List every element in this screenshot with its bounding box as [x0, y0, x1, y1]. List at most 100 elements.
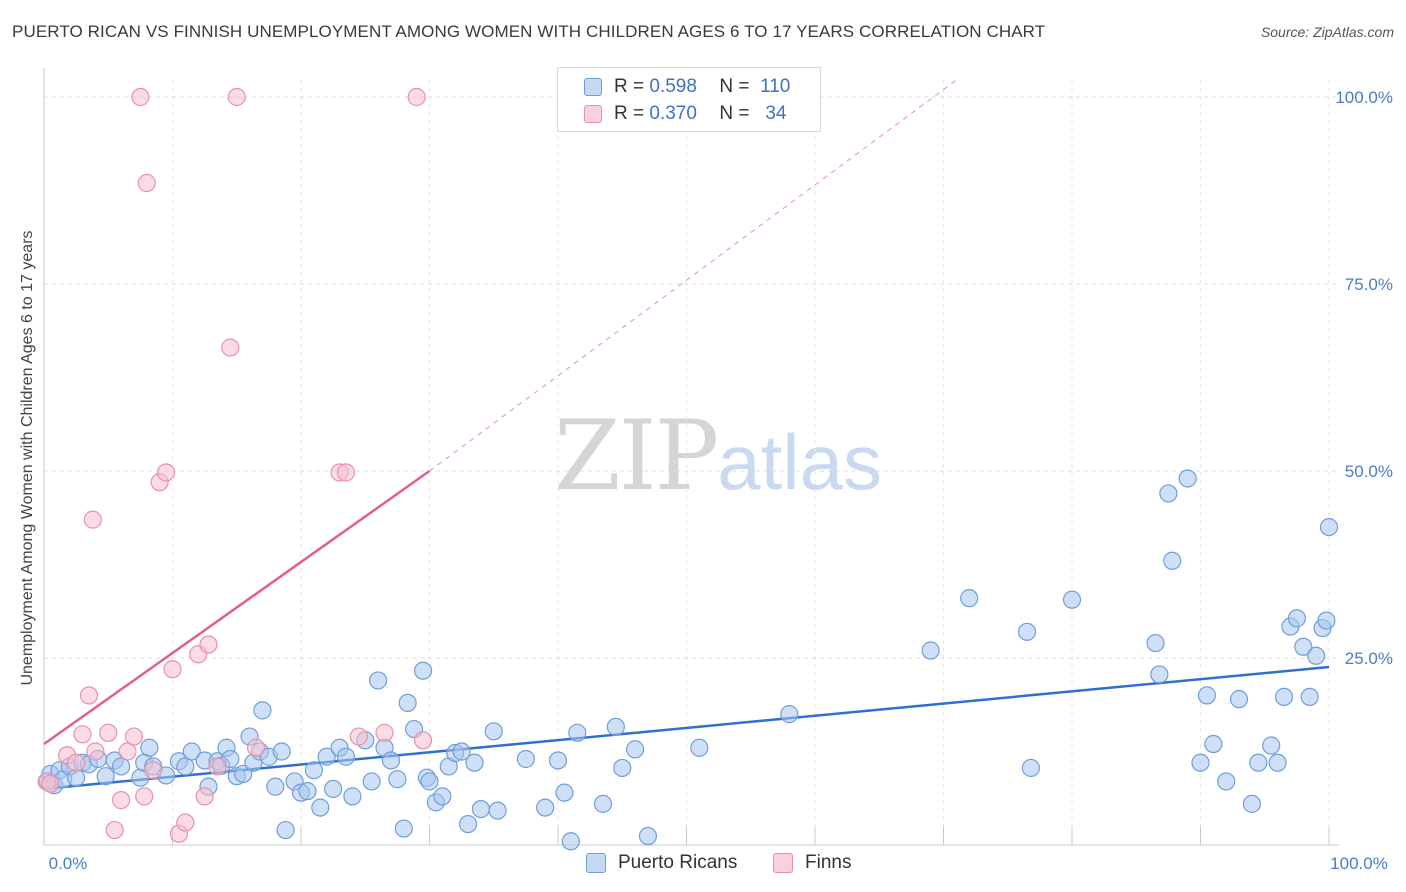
legend-r-value: 0.370: [649, 103, 697, 124]
point-puerto-rican: [266, 777, 285, 796]
point-finn: [246, 738, 266, 757]
x-tick-label: 100.0%: [1330, 854, 1388, 873]
point-puerto-rican: [1021, 758, 1040, 778]
point-puerto-rican: [625, 740, 645, 759]
point-puerto-rican: [1204, 734, 1223, 754]
point-puerto-rican: [388, 770, 407, 789]
series-legend: Puerto Ricans Finns: [0, 852, 1406, 878]
legend-n-value: 34: [765, 103, 787, 124]
point-puerto-rican: [780, 704, 799, 724]
point-puerto-rican: [324, 779, 343, 799]
point-finn: [118, 742, 137, 761]
point-puerto-rican: [276, 820, 295, 840]
point-puerto-rican: [690, 738, 709, 757]
point-puerto-rican: [1262, 736, 1281, 755]
gridlines: [44, 80, 1339, 845]
point-puerto-rican: [111, 757, 131, 776]
point-finn: [111, 791, 131, 810]
point-puerto-rican: [1062, 590, 1082, 609]
point-puerto-rican: [1242, 794, 1262, 813]
y-axis-label: Unemployment Among Women with Children A…: [19, 230, 36, 686]
point-finn: [41, 774, 60, 793]
x-tick-label: 0.0%: [49, 854, 88, 873]
point-puerto-rican: [1191, 753, 1210, 772]
chart-title: PUERTO RICAN VS FINNISH UNEMPLOYMENT AMO…: [12, 22, 1046, 41]
point-puerto-rican: [381, 751, 401, 770]
point-puerto-rican: [593, 794, 613, 813]
point-puerto-rican: [420, 772, 439, 791]
point-puerto-rican: [1287, 609, 1306, 628]
point-puerto-rican: [458, 814, 478, 834]
point-puerto-rican: [1017, 622, 1037, 641]
legend-swatch-blue: [584, 78, 602, 96]
point-puerto-rican: [182, 742, 201, 761]
correlation-legend: R = 0.598 N = 110 R = 0.370 N = 34: [557, 67, 821, 132]
point-puerto-rican: [343, 787, 362, 806]
point-puerto-rican: [488, 801, 507, 820]
point-puerto-rican: [433, 787, 452, 806]
legend-label-puerto-ricans: Puerto Ricans: [618, 852, 738, 873]
legend-item-finns[interactable]: Finns: [773, 852, 851, 874]
data-points: [37, 87, 1339, 851]
point-puerto-rican: [960, 589, 979, 608]
point-puerto-rican: [1319, 517, 1339, 537]
point-finn: [105, 820, 124, 840]
legend-row-puerto-ricans: R = 0.598 N = 110: [584, 74, 790, 100]
point-finn: [407, 87, 426, 107]
point-puerto-rican: [1268, 753, 1287, 772]
legend-n-value: 110: [760, 76, 791, 97]
point-puerto-rican: [465, 753, 484, 772]
point-finn: [349, 727, 368, 746]
point-finn: [375, 723, 394, 742]
point-finn: [79, 686, 99, 705]
legend-item-puerto-ricans[interactable]: Puerto Ricans: [586, 852, 737, 874]
watermark: ZIPatlas: [554, 400, 882, 512]
point-finn: [67, 753, 86, 772]
point-puerto-rican: [1249, 753, 1268, 772]
y-tick-label: 25.0%: [1345, 649, 1393, 668]
legend-swatch-blue: [586, 853, 606, 873]
point-finn: [144, 761, 163, 780]
point-puerto-rican: [1150, 665, 1169, 684]
legend-r-label: R =: [614, 76, 645, 97]
point-finn: [124, 727, 144, 746]
point-puerto-rican: [362, 772, 381, 791]
point-puerto-rican: [394, 819, 413, 838]
point-puerto-rican: [1294, 637, 1313, 656]
point-finn: [176, 813, 195, 832]
watermark-zip: ZIP: [554, 400, 719, 512]
point-finn: [195, 787, 214, 806]
axes: [43, 68, 1339, 846]
trend-line-finns-extension: [429, 79, 957, 472]
point-puerto-rican: [140, 738, 159, 757]
point-finn: [221, 338, 240, 357]
point-puerto-rican: [1163, 551, 1182, 570]
legend-swatch-pink: [584, 105, 602, 123]
point-finn: [199, 635, 218, 654]
point-puerto-rican: [1159, 484, 1178, 503]
point-finn: [156, 463, 176, 482]
point-puerto-rican: [921, 641, 940, 660]
legend-label-finns: Finns: [805, 852, 852, 873]
legend-swatch-pink: [773, 853, 793, 873]
point-puerto-rican: [272, 742, 291, 761]
point-finn: [135, 787, 154, 806]
legend-r-value: 0.598: [649, 76, 697, 97]
legend-n-label: N =: [719, 76, 750, 97]
point-puerto-rican: [1317, 611, 1336, 630]
legend-row-finns: R = 0.370 N = 34: [584, 101, 786, 127]
point-puerto-rican: [413, 661, 433, 680]
point-puerto-rican: [1229, 690, 1249, 709]
point-puerto-rican: [298, 782, 317, 801]
point-finn: [163, 660, 182, 679]
point-puerto-rican: [234, 764, 253, 784]
point-puerto-rican: [1274, 687, 1294, 706]
y-tick-label: 100.0%: [1335, 88, 1393, 107]
point-finn: [208, 757, 227, 776]
y-tick-label: 50.0%: [1345, 462, 1393, 481]
point-puerto-rican: [548, 751, 568, 770]
y-tick-label: 75.0%: [1345, 275, 1393, 294]
legend-r-label: R =: [614, 103, 645, 124]
point-puerto-rican: [317, 747, 336, 766]
